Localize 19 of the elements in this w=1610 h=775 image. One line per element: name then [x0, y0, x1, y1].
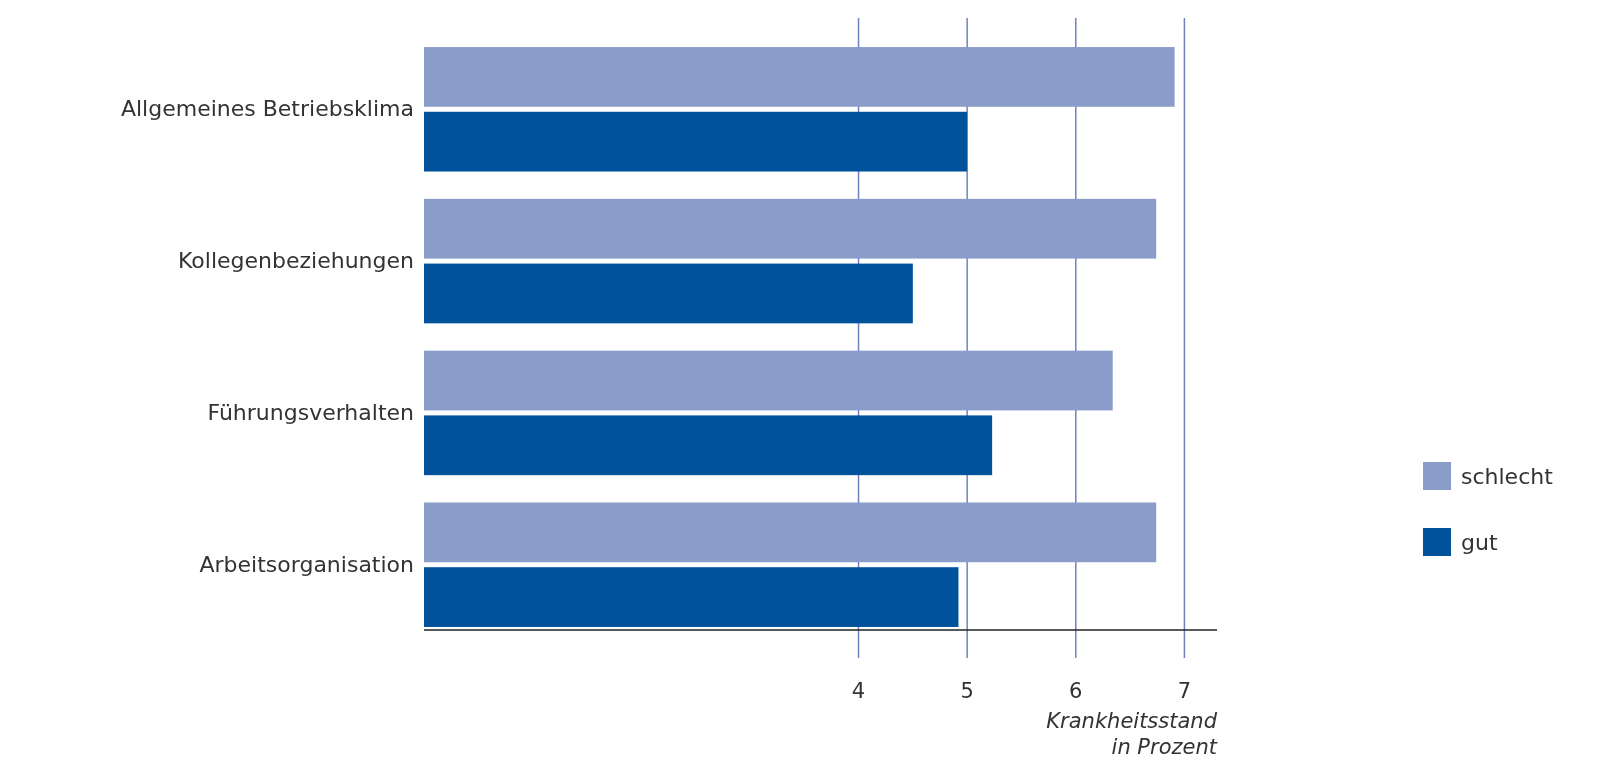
x-tick-label: 6 — [1069, 679, 1083, 703]
bar — [424, 415, 993, 476]
bar — [424, 263, 913, 324]
bar — [424, 198, 1157, 259]
x-tick-label: 7 — [1177, 679, 1192, 703]
bar — [424, 350, 1113, 411]
x-axis-title: Krankheitsstand in Prozent — [1046, 709, 1218, 759]
bar — [424, 502, 1157, 563]
y-tick-label: Arbeitsorganisation — [199, 551, 414, 577]
legend-label: schlecht — [1461, 464, 1554, 489]
y-tick-label: Führungsverhalten — [207, 399, 414, 425]
bar — [424, 111, 968, 172]
y-tick-label: Allgemeines Betriebsklima — [120, 96, 414, 122]
bar — [424, 47, 1175, 107]
x-tick-label: 4 — [851, 679, 866, 703]
legend-label: gut — [1461, 530, 1498, 555]
x-tick-label: 5 — [960, 679, 974, 703]
y-tick-label: Kollegenbeziehungen — [178, 248, 414, 274]
bar — [424, 567, 959, 627]
